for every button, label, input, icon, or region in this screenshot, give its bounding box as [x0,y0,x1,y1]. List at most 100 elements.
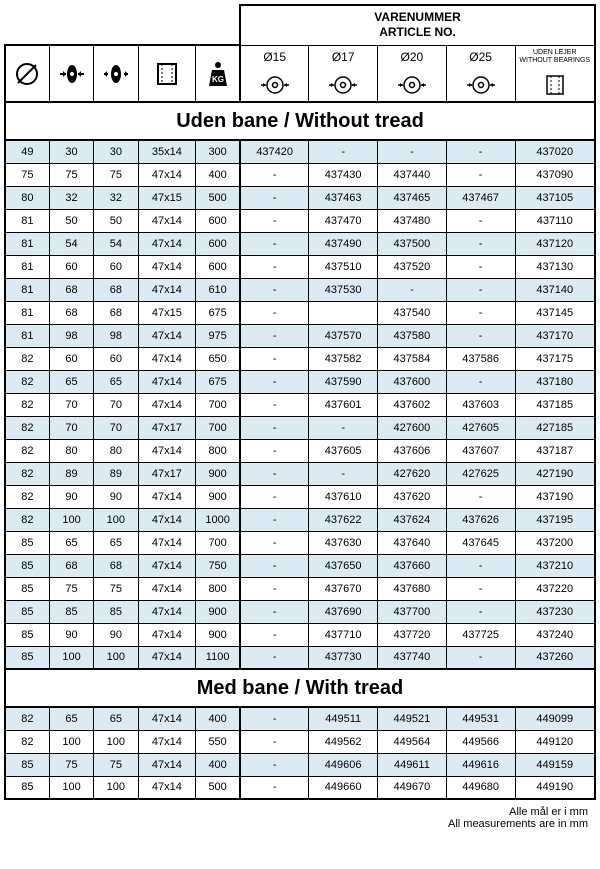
table-cell: 47x14 [138,646,196,669]
table-cell: - [240,646,309,669]
table-cell: 100 [49,776,93,799]
table-cell: 81 [5,324,49,347]
table-cell: 449670 [378,776,447,799]
table-cell: 47x15 [138,186,196,209]
table-cell: 449159 [515,753,595,776]
table-cell: 437105 [515,186,595,209]
table-cell: 82 [5,370,49,393]
table-cell: 437230 [515,600,595,623]
table-cell: 449564 [378,730,447,753]
table-cell: 400 [196,753,240,776]
table-cell: 47x14 [138,232,196,255]
table-cell: 47x14 [138,623,196,646]
table-cell: 437220 [515,577,595,600]
footer: Alle mål er i mm All measurements are in… [4,806,596,830]
table-cell: - [240,730,309,753]
table-cell: 427620 [378,462,447,485]
footer-line1: Alle mål er i mm [4,806,588,818]
table-cell: 68 [94,554,138,577]
table-cell: - [240,393,309,416]
table-cell: 82 [5,393,49,416]
table-cell: 449511 [309,707,378,730]
table-cell: - [446,140,515,163]
table-cell: 47x14 [138,255,196,278]
table-cell: 47x14 [138,776,196,799]
table-cell: 85 [5,753,49,776]
table-cell: 437584 [378,347,447,370]
table-cell: 90 [94,485,138,508]
table-cell: 47x14 [138,753,196,776]
table-cell: 437725 [446,623,515,646]
icon-bearing-20 [378,68,447,102]
table-cell: 449660 [309,776,378,799]
table-cell: 70 [49,393,93,416]
table-cell: 81 [5,278,49,301]
table-cell: 427600 [378,416,447,439]
table-cell [309,301,378,324]
icon-profile [138,45,196,102]
table-cell: 437600 [378,370,447,393]
table-row: 49303035x14300437420---437020 [5,140,595,163]
table-cell: 437500 [378,232,447,255]
table-cell: 900 [196,623,240,646]
table-cell: 82 [5,416,49,439]
table-cell: 65 [94,370,138,393]
table-cell: 47x14 [138,278,196,301]
table-cell: 54 [49,232,93,255]
icon-kg: KG [196,45,240,102]
col-d20: Ø20 [378,45,447,68]
table-cell: 437175 [515,347,595,370]
table-cell: 81 [5,301,49,324]
table-cell: 437110 [515,209,595,232]
table-cell: 600 [196,255,240,278]
blank-header [5,5,240,45]
table-cell: 437601 [309,393,378,416]
table-cell: 82 [5,707,49,730]
table-cell: 82 [5,485,49,508]
table-cell: 600 [196,209,240,232]
table-cell: - [240,232,309,255]
table-row: 75757547x14400-437430437440-437090 [5,163,595,186]
table-cell: 98 [49,324,93,347]
table-cell: 85 [5,531,49,554]
table-cell: 437602 [378,393,447,416]
table-cell: 75 [49,753,93,776]
table-cell: - [446,577,515,600]
table-cell: - [446,485,515,508]
table-cell: 47x14 [138,324,196,347]
table-cell: 47x14 [138,163,196,186]
table-cell: - [240,707,309,730]
table-cell: 437610 [309,485,378,508]
table-cell: 437605 [309,439,378,462]
table-cell: - [240,347,309,370]
table-cell: 675 [196,370,240,393]
table-row: 8210010047x141000-4376224376244376264371… [5,508,595,531]
table-cell: 75 [5,163,49,186]
table-cell: 89 [94,462,138,485]
table-cell: 85 [5,646,49,669]
table-cell: 70 [49,416,93,439]
table-cell: 449611 [378,753,447,776]
table-cell: - [446,370,515,393]
table-cell: 47x17 [138,416,196,439]
table-cell: 75 [49,163,93,186]
table-cell: 85 [5,776,49,799]
table-cell: 437730 [309,646,378,669]
table-cell: 400 [196,163,240,186]
table-cell: 60 [94,347,138,370]
table-row: 81686847x15675-437540-437145 [5,301,595,324]
table-cell: 437020 [515,140,595,163]
footer-line2: All measurements are in mm [4,818,588,830]
table-cell: - [240,753,309,776]
table-cell: 437720 [378,623,447,646]
table-cell: 437540 [378,301,447,324]
table-cell: 82 [5,439,49,462]
table-cell: 500 [196,186,240,209]
table-cell: 60 [49,347,93,370]
table-cell: 437420 [240,140,309,163]
table-cell: 75 [49,577,93,600]
table-cell: 437530 [309,278,378,301]
table-cell: 437645 [446,531,515,554]
table-cell: - [240,439,309,462]
table-cell: 449680 [446,776,515,799]
